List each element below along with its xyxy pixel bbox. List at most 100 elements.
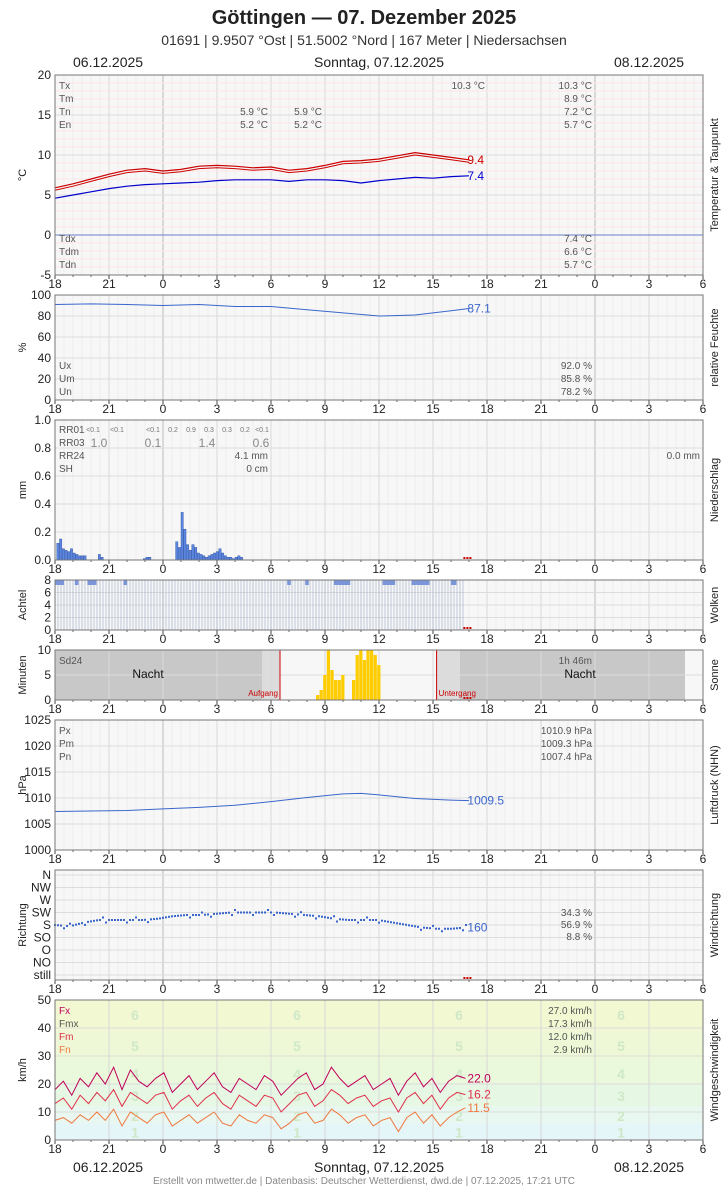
winddir-point [201, 911, 203, 914]
winddir-point [57, 924, 59, 927]
x-tick-label: 21 [534, 852, 548, 866]
winddir-point [63, 927, 65, 930]
y-tick-label: 0.8 [34, 441, 51, 455]
winddir-point [192, 914, 194, 916]
beaufort-label: 6 [293, 1007, 301, 1023]
y-tick-label: W [40, 893, 52, 907]
info-label: Fn [59, 1045, 71, 1056]
x-tick-label: 21 [102, 562, 116, 576]
y-tick-label: 20 [38, 372, 52, 386]
winddir-point [72, 924, 74, 927]
winddir-point [369, 919, 371, 921]
info-label: RR01 [59, 425, 85, 436]
x-tick-label: 21 [102, 982, 116, 996]
precip-bar [178, 547, 181, 561]
x-tick-label: 18 [48, 982, 62, 996]
cloud-full-block [382, 580, 396, 585]
y-tick-label: SO [34, 931, 51, 945]
sun-bar [319, 690, 323, 700]
rr03-value: 0.6 [253, 436, 270, 450]
beaufort-label: 3 [455, 1088, 463, 1104]
precip-bar [196, 552, 200, 561]
winddir-point [117, 919, 119, 921]
precip-bar [218, 548, 222, 561]
beaufort-label: 2 [617, 1108, 625, 1124]
y-tick-label: 0.0 [34, 553, 51, 567]
page-title: Göttingen — 07. Dezember 2025 [211, 7, 517, 29]
info-label: RR24 [59, 451, 85, 462]
winddir-point [411, 924, 413, 927]
x-tick-label: 6 [268, 277, 275, 291]
winddir-point [387, 920, 389, 923]
y-tick-label: 1.0 [34, 413, 51, 427]
info-label: Fmx [59, 1019, 78, 1030]
winddir-point [315, 917, 317, 920]
winddir-point [279, 911, 281, 914]
sh-value: 0 cm [246, 464, 268, 475]
info-value: 12.0 km/h [548, 1032, 592, 1043]
x-tick-label: 3 [646, 277, 653, 291]
y-tick-label: 100 [31, 288, 51, 302]
winddir-point [435, 927, 437, 930]
x-tick-label: 6 [268, 402, 275, 416]
y-tick-label: 0 [44, 1133, 51, 1147]
x-tick-label: 0 [160, 402, 167, 416]
beaufort-label: 5 [293, 1038, 301, 1054]
panel-border [54, 294, 704, 401]
y-axis-title-precip: mm [17, 481, 29, 499]
x-tick-label: 3 [214, 702, 221, 716]
y-tick-label: 1015 [24, 765, 51, 779]
date-left-top: 06.12.2025 [73, 54, 144, 70]
pending-marker [463, 977, 466, 979]
winddir-point [408, 924, 410, 927]
winddir-point [345, 918, 347, 921]
x-tick-label: 21 [534, 702, 548, 716]
x-tick-label: 0 [160, 982, 167, 996]
winddir-point [102, 916, 104, 919]
y-tick-label: S [43, 918, 51, 932]
y-tick-label: SW [32, 906, 52, 920]
station-subtitle: 01691 | 9.9507 °Ost | 51.5002 °Nord | 16… [161, 32, 567, 48]
x-tick-label: 6 [268, 1142, 275, 1156]
precip-bar [80, 555, 84, 561]
precip-bar [180, 512, 184, 561]
x-tick-label: 6 [268, 562, 275, 576]
x-tick-label: 0 [592, 702, 599, 716]
precip-bar [72, 552, 76, 561]
winddir-point [318, 915, 320, 918]
cloud-full-block [87, 580, 97, 585]
winddir-point [132, 919, 134, 921]
y-tick-label: 2 [44, 611, 51, 625]
end-label: 160 [467, 921, 487, 935]
beaufort-label: 6 [617, 1007, 625, 1023]
winddir-point [414, 925, 416, 928]
y-tick-label: 15 [38, 108, 52, 122]
panel-border [54, 649, 704, 701]
x-tick-label: 0 [592, 1142, 599, 1156]
winddir-point [336, 920, 338, 923]
x-tick-label: 15 [426, 702, 440, 716]
x-tick-label: 0 [592, 982, 599, 996]
y-tick-label: 20 [38, 1077, 52, 1091]
y-tick-label: 80 [38, 309, 52, 323]
x-tick-label: 15 [426, 562, 440, 576]
date-right-bottom: 08.12.2025 [614, 1159, 685, 1175]
winddir-point [417, 925, 419, 928]
y-tick-label: 10 [38, 643, 52, 657]
night-label-left: Nacht [132, 667, 164, 681]
pending-marker [466, 977, 469, 979]
side-label-temp: Temperatur & Taupunkt [709, 118, 721, 232]
info-value: 5.2 °C [294, 120, 322, 131]
winddir-point [372, 919, 374, 921]
x-tick-label: 6 [268, 982, 275, 996]
pending-marker [469, 697, 472, 699]
x-tick-label: 12 [372, 632, 386, 646]
beaufort-label: 1 [617, 1125, 625, 1141]
info-value: 92.0 % [561, 361, 592, 372]
x-tick-label: 18 [48, 402, 62, 416]
winddir-point [303, 913, 305, 916]
x-tick-label: 9 [322, 562, 329, 576]
winddir-point [360, 919, 362, 921]
x-tick-label: 6 [700, 402, 707, 416]
y-tick-label: 5 [44, 668, 51, 682]
